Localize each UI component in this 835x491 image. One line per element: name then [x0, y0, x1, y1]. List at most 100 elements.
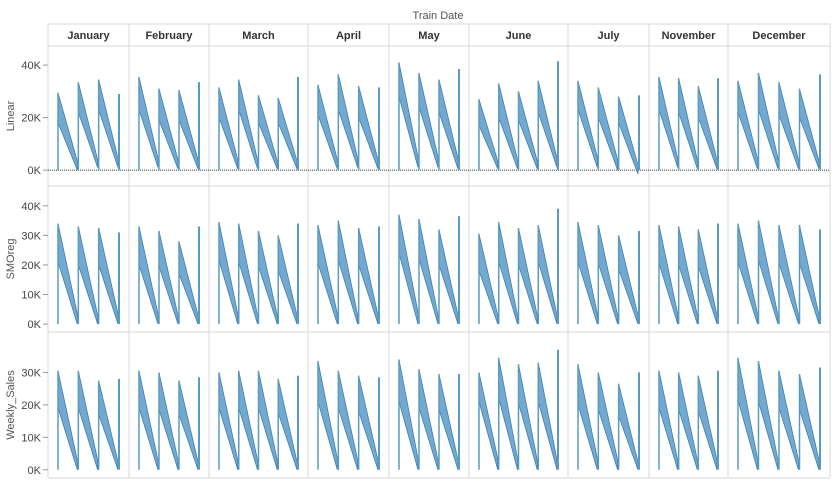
week-band-mark [737, 223, 758, 325]
week-band-mark [758, 361, 779, 470]
week-band-mark [678, 78, 698, 169]
week-band-mark [178, 241, 199, 325]
week-band-mark [658, 224, 679, 325]
week-band-mark [537, 362, 558, 470]
week-band-mark [498, 357, 518, 470]
week-band-mark [77, 82, 99, 168]
week-band-mark [737, 80, 758, 169]
week-band-mark [158, 88, 179, 169]
y-tick-label: 20K [21, 113, 41, 125]
week-band-mark [98, 227, 119, 325]
week-band-mark [518, 227, 538, 325]
week-band-mark [478, 372, 499, 470]
week-band-mark [358, 86, 379, 169]
week-band-mark [778, 224, 799, 325]
week-band-mark [258, 230, 278, 325]
month-label-january: January [67, 30, 110, 42]
week-band-mark [337, 370, 359, 470]
y-axes: Linear 0K 20K 40K SMOreg 0K 10K 20K 30K 40K Weekly… [5, 60, 48, 477]
week-band-mark [438, 373, 459, 470]
panel-grid [47, 24, 831, 479]
week-band-mark [77, 226, 99, 325]
week-band-mark [398, 214, 419, 325]
week-band-mark [158, 230, 179, 325]
week-band-mark [577, 364, 598, 470]
row-title-weekly_sales: Weekly_Sales [5, 370, 17, 440]
week-band-mark [337, 220, 359, 325]
week-band-mark [799, 224, 820, 325]
month-label-april: April [336, 30, 361, 42]
y-tick-label: 10K [21, 432, 41, 444]
week-band-mark [358, 227, 379, 325]
week-band-mark [658, 370, 679, 470]
row-title-linear: Linear [5, 100, 17, 131]
week-band-mark [498, 83, 518, 169]
week-band-mark [737, 357, 758, 470]
week-band-mark [418, 219, 439, 325]
week-band-mark [799, 88, 820, 169]
week-band-mark [178, 380, 199, 470]
y-tick-label: 20K [21, 400, 41, 412]
month-label-march: March [242, 30, 275, 42]
week-band-mark [597, 87, 619, 171]
week-band-mark [597, 372, 619, 470]
week-band-mark [697, 229, 718, 325]
week-band-mark [337, 74, 359, 168]
week-band-mark [618, 235, 639, 325]
week-band-mark [438, 79, 459, 169]
week-band-mark [57, 223, 78, 325]
week-band-mark [258, 95, 278, 169]
chart-marks [48, 61, 830, 470]
y-tick-label: 30K [21, 367, 41, 379]
week-band-mark [658, 76, 679, 168]
week-band-mark [438, 229, 459, 325]
y-tick-label: 0K [28, 465, 42, 477]
week-band-mark [478, 233, 499, 325]
month-label-june: June [506, 30, 532, 42]
week-band-mark [358, 375, 379, 470]
y-tick-label: 0K [28, 319, 42, 331]
week-band-mark [537, 80, 558, 168]
week-band-mark [478, 99, 499, 169]
week-band-mark [277, 378, 298, 470]
week-band-mark [238, 370, 258, 470]
week-band-mark [178, 89, 199, 169]
month-label-february: February [145, 30, 193, 42]
week-band-mark [317, 224, 338, 325]
week-band-mark [597, 224, 619, 325]
week-band-mark [678, 372, 698, 470]
week-band-mark [697, 375, 718, 470]
week-band-mark [98, 380, 119, 470]
week-band-mark [618, 383, 639, 470]
week-band-mark [258, 370, 278, 470]
week-band-mark [778, 82, 799, 169]
week-band-mark [398, 62, 419, 168]
week-band-mark [518, 364, 538, 470]
y-tick-label: 10K [21, 289, 41, 301]
week-band-mark [778, 370, 799, 470]
week-band-mark [697, 86, 718, 169]
week-band-mark [418, 72, 439, 168]
y-tick-label: 20K [21, 260, 41, 272]
week-band-mark [218, 372, 239, 470]
week-band-mark [238, 223, 258, 325]
week-band-mark [317, 361, 338, 470]
week-band-mark [618, 96, 639, 175]
week-band-mark [57, 92, 78, 171]
y-tick-label: 30K [21, 230, 41, 242]
week-band-mark [317, 84, 338, 169]
week-band-mark [57, 370, 78, 470]
y-tick-label: 40K [21, 60, 41, 72]
week-band-mark [577, 221, 598, 325]
week-band-mark [518, 91, 538, 169]
week-band-mark [577, 80, 598, 168]
month-header-row: January February March April May June July Nove… [47, 23, 831, 47]
week-band-mark [758, 220, 779, 325]
y-tick-label: 0K [28, 165, 42, 177]
week-band-mark [218, 87, 239, 169]
week-band-mark [398, 359, 419, 470]
month-label-july: July [597, 30, 620, 42]
week-band-mark [277, 97, 298, 169]
column-header-title: Train Date [413, 10, 464, 22]
